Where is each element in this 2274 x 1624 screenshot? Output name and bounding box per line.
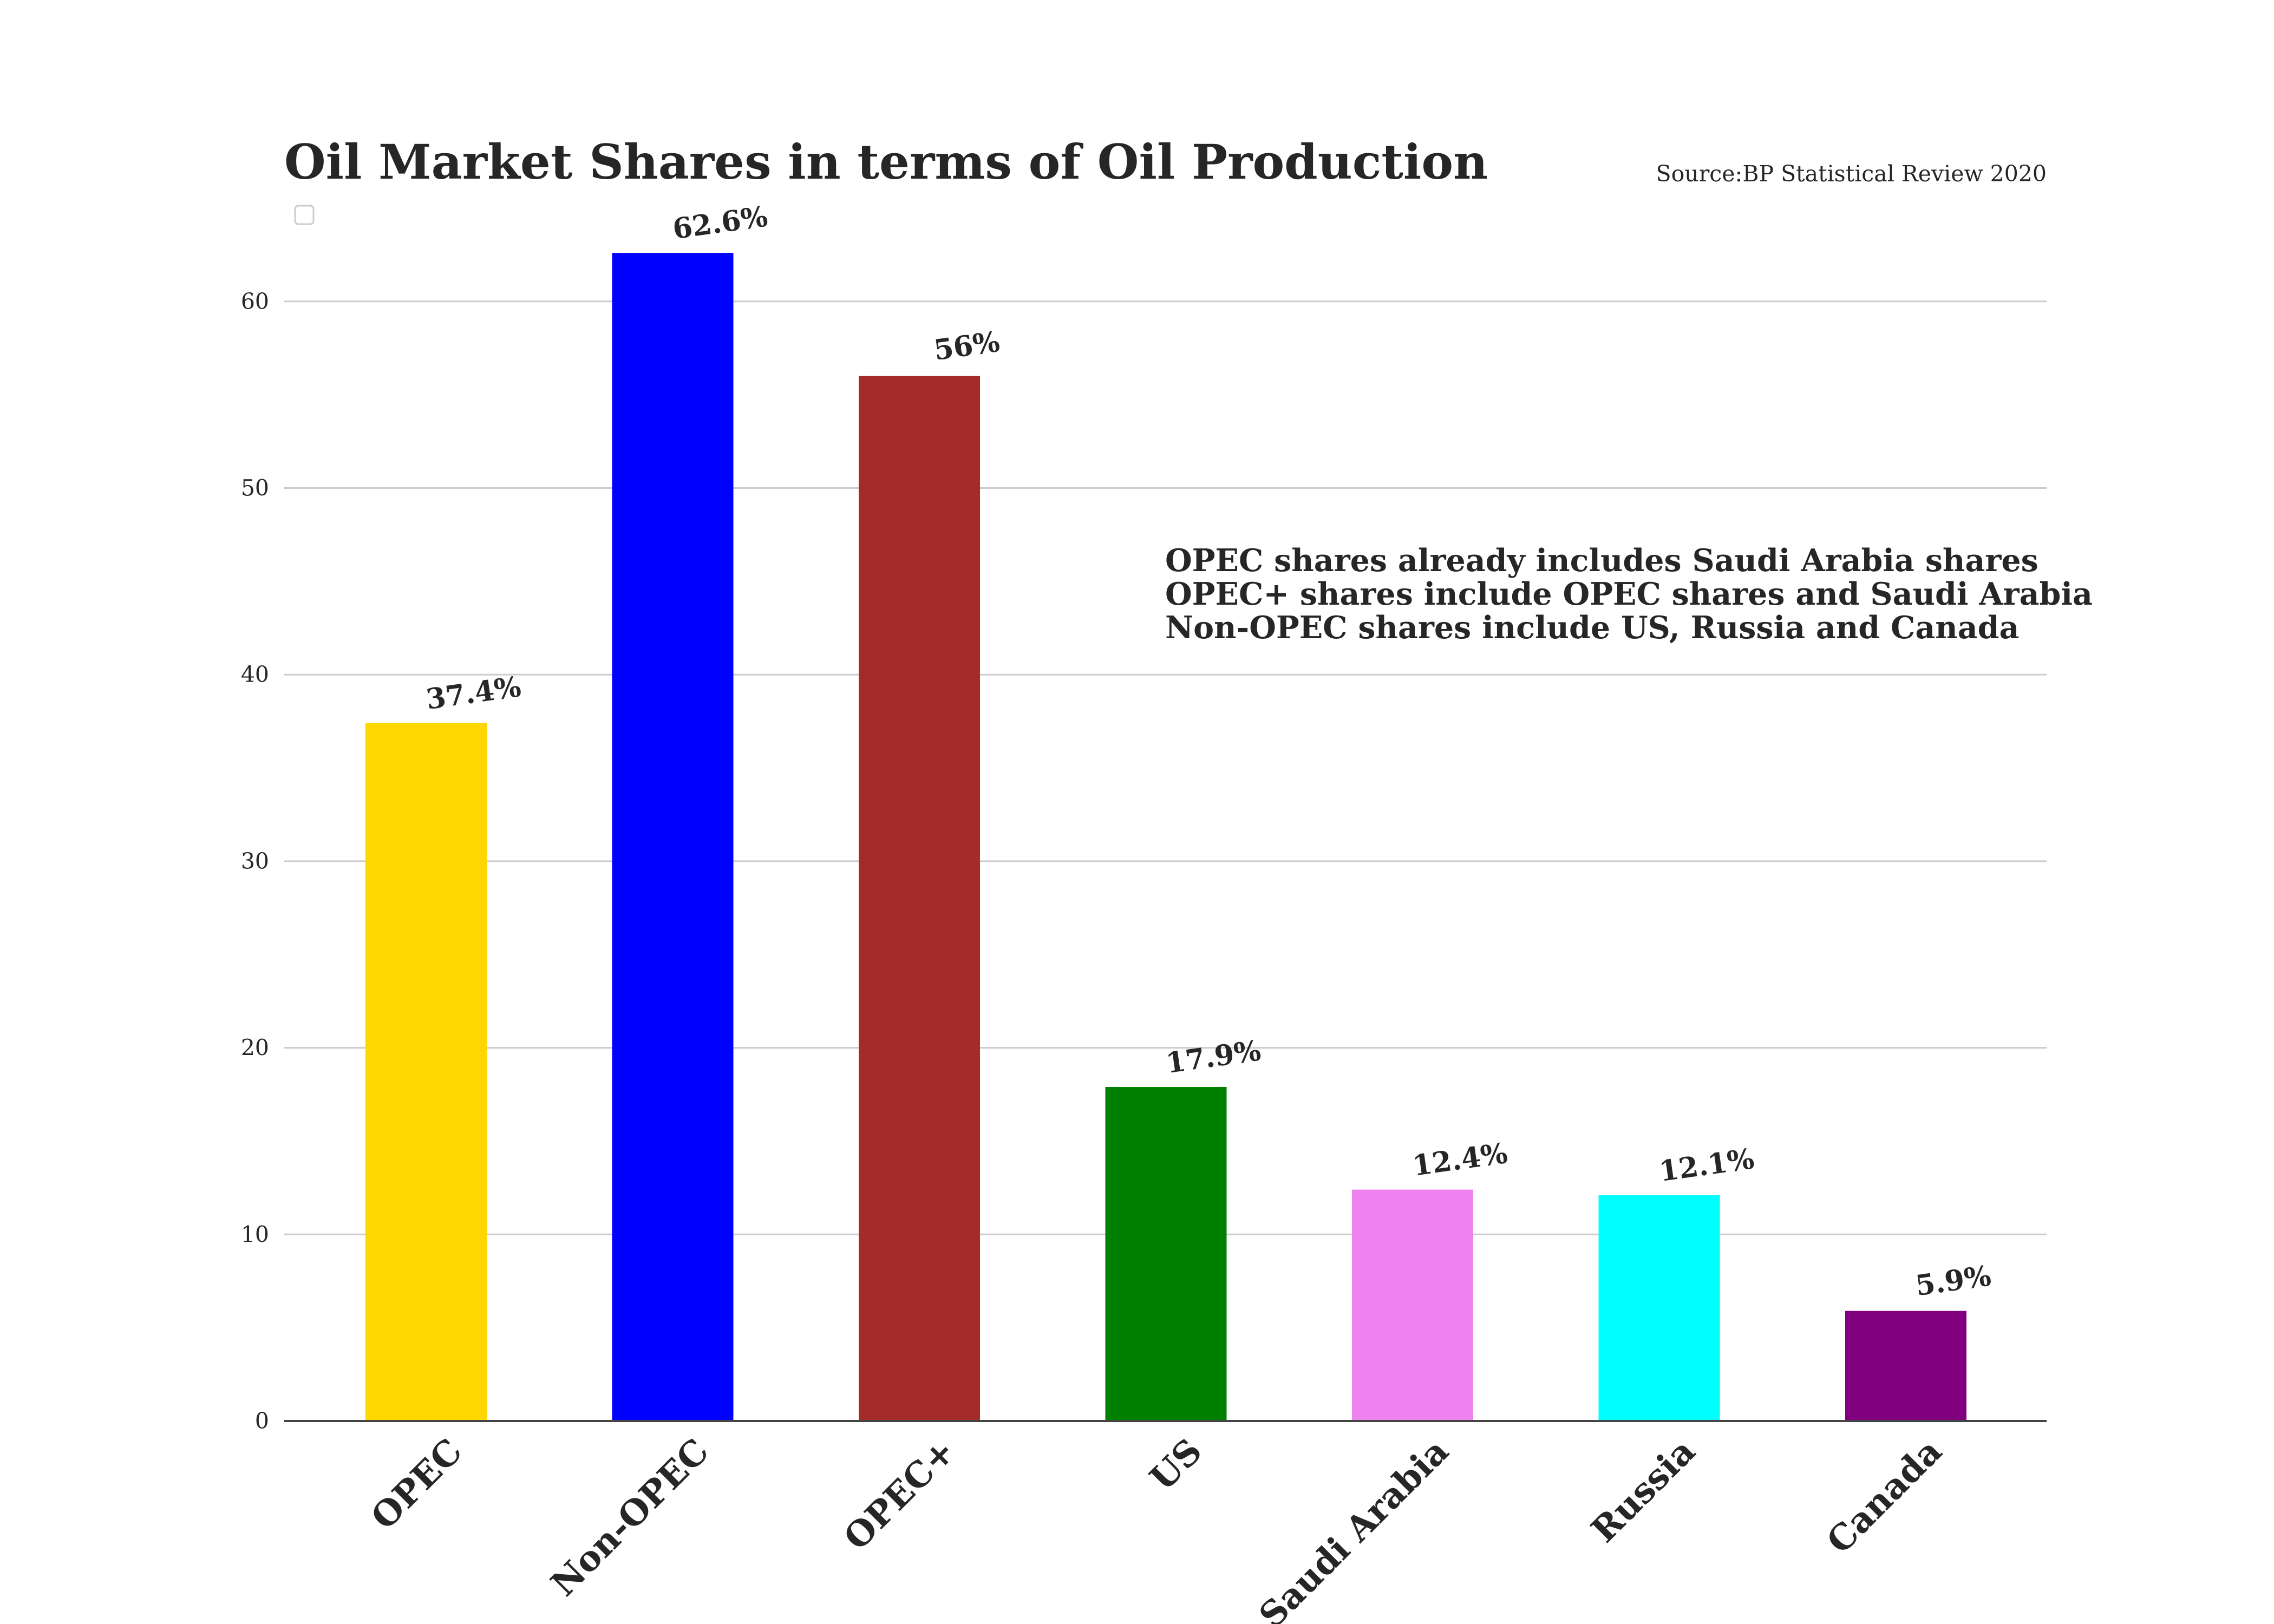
y-tick-label: 60: [241, 289, 269, 315]
legend-box: [294, 205, 315, 225]
bar: [859, 376, 980, 1422]
bars: [365, 253, 1966, 1422]
data-labels: 37.4%62.6%56%17.9%12.4% 12.1%5.9%: [424, 200, 1993, 1302]
chart-title: Oil Market Shares in terms of Oil Produc…: [284, 134, 1488, 190]
y-tick-label: 0: [255, 1408, 269, 1434]
y-tick-labels: 0 10 20 30 40 50 60: [241, 289, 269, 1434]
y-tick-label: 10: [241, 1221, 269, 1247]
bar: [1105, 1086, 1227, 1421]
bar: [1598, 1195, 1720, 1421]
gridlines: [284, 300, 2047, 1235]
bar: [612, 253, 734, 1422]
y-tick-label: 40: [241, 662, 269, 687]
bar: [1845, 1311, 1966, 1421]
annotation-text: OPEC shares already includes Saudi Arabi…: [1165, 542, 2093, 646]
source-note: Source:BP Statistical Review 2020: [1656, 161, 2047, 187]
annotation-line: Non-OPEC shares include US, Russia and C…: [1165, 610, 2019, 646]
annotation-line: OPEC shares already includes Saudi Arabi…: [1165, 542, 2038, 579]
y-tick-label: 50: [241, 475, 269, 501]
bar: [1352, 1189, 1473, 1421]
y-tick-label: 30: [241, 848, 269, 874]
annotation-line: OPEC+ shares include OPEC shares and Sau…: [1165, 576, 2093, 612]
bar: [365, 723, 487, 1421]
y-tick-label: 20: [241, 1035, 269, 1061]
